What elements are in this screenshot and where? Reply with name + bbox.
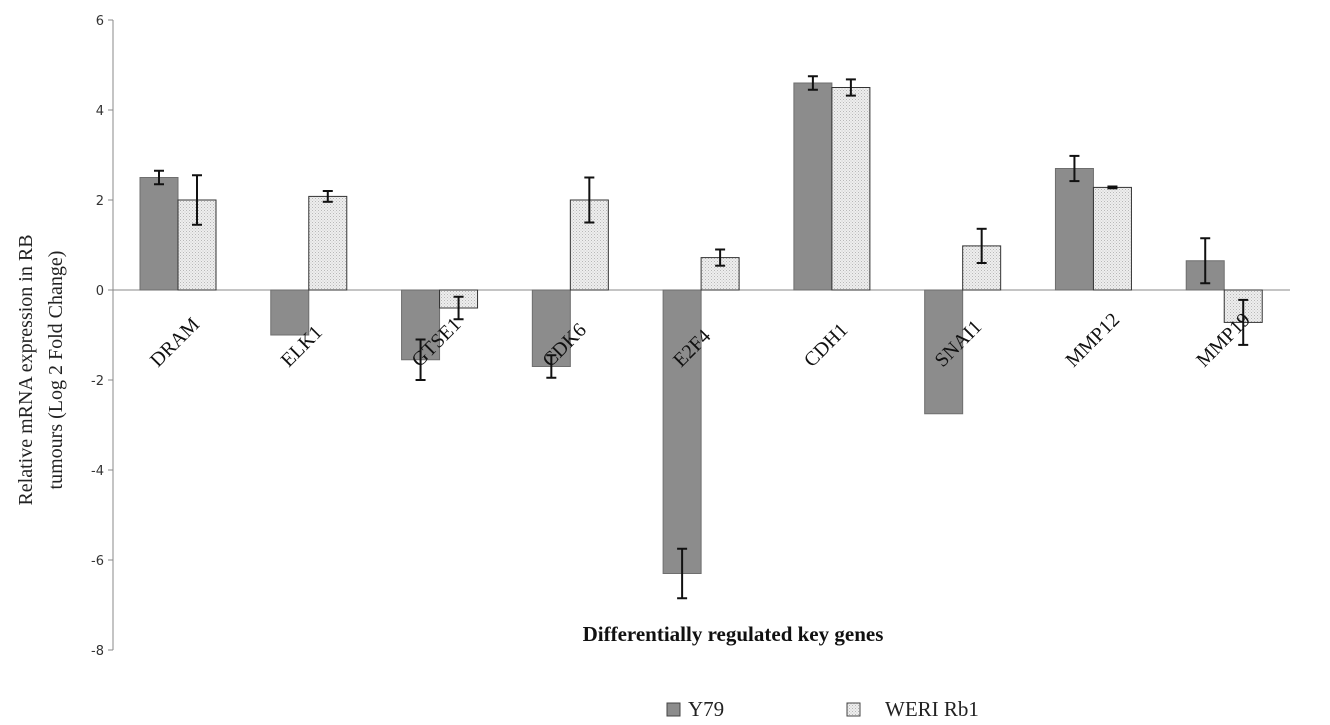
bar-weri-cdh1 (831, 87, 871, 291)
bar-weri-mmp12 (1092, 186, 1132, 291)
bar-y79-dram (139, 177, 179, 291)
y-axis-ticks: -8 -6 -4 -2 0 2 4 6 (91, 14, 113, 659)
y-tick-label: -4 (91, 464, 104, 479)
y-tick-label: 2 (96, 194, 104, 209)
bars-group (139, 75, 1263, 600)
category-label-mmp19: MMP19 (1192, 309, 1255, 372)
y-axis-title: Relative mRNA expression in RB tumours (… (15, 234, 67, 505)
bar-y79-mmp12 (1054, 168, 1094, 291)
category-label-mmp12: MMP12 (1061, 309, 1124, 372)
y-tick-label: 6 (96, 14, 104, 29)
x-axis-title: Differentially regulated key genes (583, 622, 884, 646)
legend-swatch-weri (846, 702, 861, 717)
y-tick-label: 4 (96, 104, 104, 119)
y-tick-label: -6 (91, 554, 104, 569)
legend-label-weri: WERI Rb1 (885, 697, 979, 721)
legend-label-y79: Y79 (688, 697, 724, 721)
legend-swatch-y79 (666, 702, 681, 717)
bar-weri-elk1 (308, 195, 348, 291)
y-axis-title-line2: tumours (Log 2 Fold Change) (45, 251, 67, 490)
bar-weri-dram (177, 199, 217, 291)
y-tick-label: -2 (91, 374, 104, 389)
legend: Y79 WERI Rb1 (666, 697, 979, 721)
bar-y79-snai1 (924, 289, 964, 415)
category-label-dram: DRAM (146, 313, 204, 371)
bar-y79-elk1 (270, 289, 310, 336)
category-label-cdh1: CDH1 (800, 319, 852, 371)
y-axis-title-line1: Relative mRNA expression in RB (15, 234, 37, 505)
y-tick-label: 0 (96, 284, 104, 299)
bar-y79-cdk6 (531, 289, 571, 367)
bar-y79-e2f4 (662, 289, 702, 574)
y-tick-label: -8 (91, 644, 104, 659)
bar-y79-cdh1 (793, 82, 833, 291)
